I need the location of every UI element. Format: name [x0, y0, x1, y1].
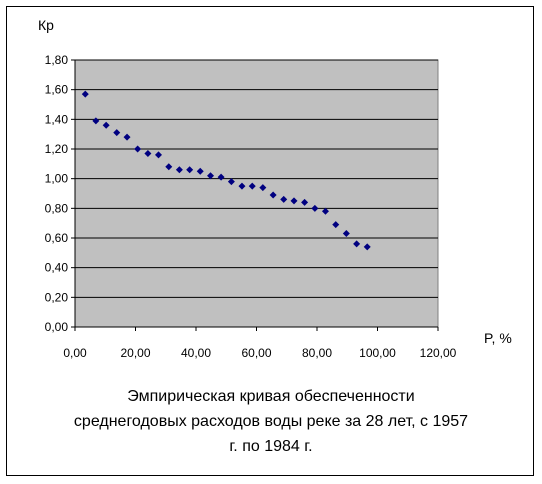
data-point	[238, 182, 246, 190]
y-tick-label: 0,00	[45, 320, 69, 334]
data-point	[321, 207, 329, 215]
y-axis-label: Кр	[38, 17, 54, 33]
data-point	[280, 195, 288, 203]
data-point	[113, 129, 121, 137]
data-point	[144, 149, 152, 157]
y-tick-label: 0,20	[45, 290, 69, 304]
data-point	[269, 191, 277, 199]
data-point	[207, 172, 215, 180]
x-tick-label: 80,00	[302, 346, 332, 360]
data-point	[248, 182, 256, 190]
axes	[74, 60, 438, 328]
data-point	[217, 173, 225, 181]
data-point	[311, 204, 319, 212]
data-point	[175, 166, 183, 174]
y-tick-label: 1,60	[45, 83, 69, 97]
y-tick-label: 1,20	[45, 142, 69, 156]
x-tick-labels: 0,00 20,00 40,00 60,00 80,00 100,00 120,00	[63, 346, 456, 360]
chart-title-line-2: среднегодовых расходов воды реке за 28 л…	[73, 413, 469, 430]
chart-title-line-1: Эмпирическая кривая обеспеченности	[127, 388, 415, 405]
y-tick-labels: 0,00 0,20 0,40 0,60 0,80 1,00 1,20 1,40 1,60 1,80	[45, 53, 69, 334]
data-point	[165, 163, 173, 171]
data-point	[92, 117, 100, 125]
data-point	[81, 90, 89, 98]
data-point	[227, 178, 235, 186]
grid-lines	[71, 59, 439, 331]
x-tick-label: 60,00	[241, 346, 271, 360]
data-point	[259, 184, 267, 192]
y-tick-label: 1,40	[45, 112, 69, 126]
data-point	[102, 121, 110, 129]
data-points	[81, 90, 371, 251]
x-axis-label: P, %	[484, 330, 512, 346]
x-tick-label: 120,00	[420, 346, 457, 360]
x-tick-label: 0,00	[63, 346, 87, 360]
chart-title-line-3: г. по 1984 г.	[229, 438, 313, 455]
data-point	[186, 166, 194, 174]
data-point	[353, 240, 361, 248]
data-point	[301, 198, 309, 206]
chart-title: Эмпирическая кривая обеспеченности средн…	[0, 384, 542, 459]
y-tick-label: 1,00	[45, 172, 69, 186]
data-point	[196, 167, 204, 175]
data-point	[332, 221, 340, 229]
data-point	[342, 230, 350, 238]
x-tick-label: 20,00	[120, 346, 150, 360]
data-point	[134, 145, 142, 153]
y-tick-label: 0,80	[45, 201, 69, 215]
data-point	[123, 133, 131, 141]
y-tick-label: 0,40	[45, 261, 69, 275]
data-point	[290, 197, 298, 205]
y-tick-label: 1,80	[45, 53, 69, 67]
data-point	[363, 243, 371, 251]
x-tick-label: 40,00	[181, 346, 211, 360]
plot-area	[74, 59, 439, 328]
x-tick-label: 100,00	[359, 346, 396, 360]
y-tick-label: 0,60	[45, 231, 69, 245]
data-point	[154, 151, 162, 159]
